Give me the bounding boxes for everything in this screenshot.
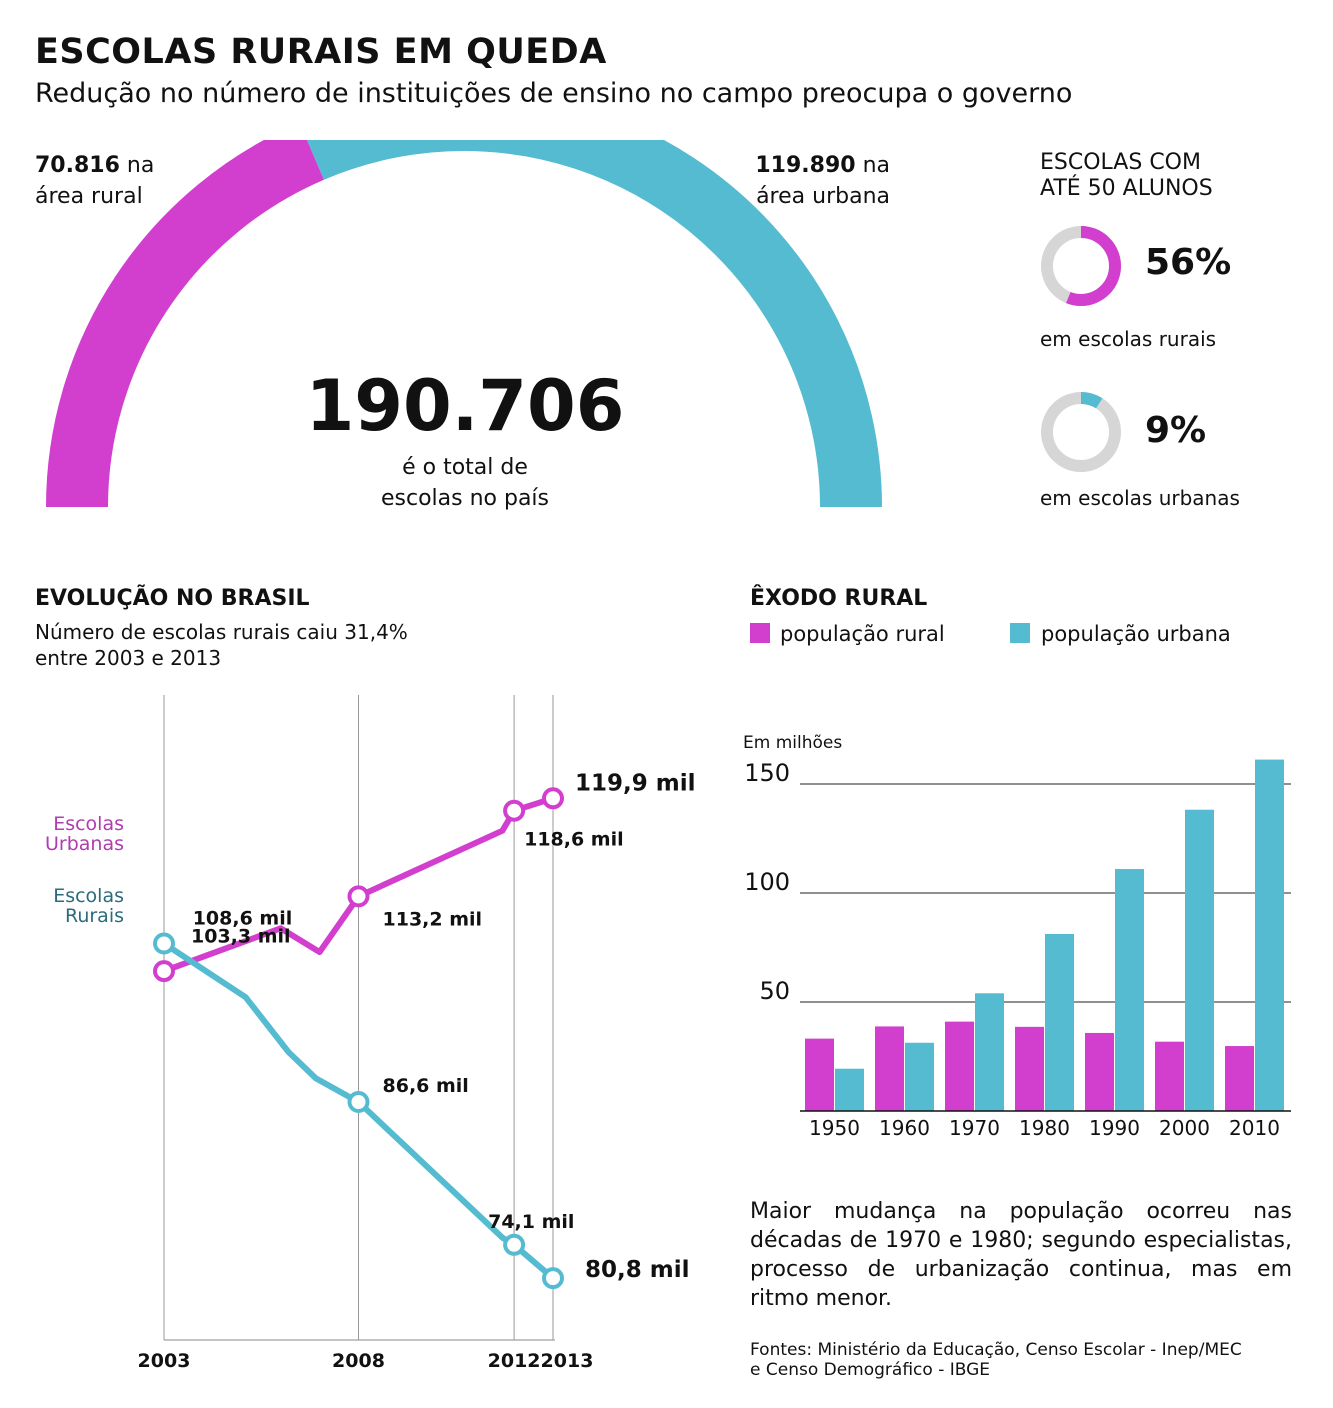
urban-series-label-2: Urbanas	[45, 833, 124, 855]
y-tick-100: 100	[744, 868, 790, 896]
legend-rural-label: população rural	[780, 622, 945, 646]
total-schools-caption: é o total de escolas no país	[330, 452, 600, 514]
urban-series-label-1: Escolas	[53, 813, 124, 835]
exodus-bar-chart: Em milhões 50 100 150 1950 1960 1970 1980 1990…	[743, 733, 1291, 1140]
evolution-labels: 108,6 mil 113,2 mil 118,6 mil 119,9 mil 103,…	[191, 770, 696, 1283]
rural-area-text: área rural	[35, 184, 143, 209]
small-schools-heading-2: ATÉ 50 ALUNOS	[1040, 176, 1213, 201]
urban-label-3: 113,2 mil	[383, 908, 483, 930]
schools-gauge	[46, 140, 882, 508]
rural-label-4: 86,6 mil	[383, 1075, 469, 1097]
x-tick-2003: 2003	[138, 1350, 191, 1372]
evolution-title: EVOLUÇÃO NO BRASIL	[35, 586, 310, 611]
urban-label-6: 119,9 mil	[575, 770, 696, 796]
rural-point-2013	[542, 1267, 564, 1290]
evolution-gridlines	[163, 695, 554, 1340]
rural-point-2008	[347, 1091, 370, 1113]
bar-rural-1990	[1085, 1032, 1114, 1111]
total-schools-value: 190.706	[305, 365, 625, 447]
x-tick-1950: 1950	[809, 1116, 860, 1140]
bar-urban-2000	[1185, 809, 1214, 1111]
rural-total-label: 70.816 na área rural	[35, 150, 154, 212]
rural-series-label-2: Rurais	[65, 905, 124, 927]
bar-rural-1970	[945, 1021, 974, 1111]
x-tick-2013: 2013	[541, 1350, 594, 1372]
total-caption-line-1: é o total de	[402, 455, 528, 480]
urban-area-text: área urbana	[756, 184, 890, 209]
bar-rural-2000	[1155, 1041, 1184, 1111]
y-tick-150: 150	[744, 759, 790, 787]
donut-rural	[1041, 226, 1121, 306]
rural-series-label-1: Escolas	[53, 885, 124, 907]
rural-total-value: 70.816	[35, 153, 120, 178]
legend-urban-label: população urbana	[1041, 622, 1231, 646]
urban-point-2003	[153, 960, 175, 983]
gauge-rural-segment	[46, 140, 325, 508]
donut-rural-caption: em escolas rurais	[1040, 327, 1217, 351]
gauge-urban-segment	[307, 140, 882, 508]
donut-urban-pct: 9%	[1145, 410, 1207, 451]
bar-rural-2010	[1225, 1046, 1254, 1111]
donut-rural-arc	[1041, 226, 1121, 306]
x-tick-2008: 2008	[332, 1350, 385, 1372]
evolution-subtitle-2: entre 2003 e 2013	[35, 646, 222, 670]
urban-total-label: 119.890 na área urbana	[690, 150, 890, 212]
bar-rural-1960	[875, 1026, 904, 1111]
bar-urban-1970	[975, 993, 1004, 1111]
urban-label-1: 108,6 mil	[193, 907, 293, 929]
small-schools-heading: ESCOLAS COM ATÉ 50 ALUNOS	[1040, 150, 1213, 202]
bar-marks	[805, 759, 1284, 1111]
rural-label-7: 80,8 mil	[585, 1257, 690, 1283]
donut-urban-track	[1041, 392, 1121, 472]
donut-urban-caption: em escolas urbanas	[1040, 486, 1240, 510]
bar-rural-1980	[1015, 1026, 1044, 1111]
urban-total-suffix: na	[862, 153, 890, 178]
donut-rural-pct: 56%	[1145, 242, 1232, 283]
x-tick-2010: 2010	[1229, 1116, 1280, 1140]
small-schools-heading-1: ESCOLAS COM	[1040, 150, 1201, 175]
x-tick-2012: 2012	[488, 1350, 541, 1372]
bar-x-ticks: 1950 1960 1970 1980 1990 2000 2010	[809, 1116, 1280, 1140]
urban-total-value: 119.890	[755, 153, 856, 178]
donut-urban	[1041, 392, 1121, 472]
rural-point-2003	[153, 932, 175, 955]
bar-rural-1950	[805, 1038, 834, 1111]
source-line-2: e Censo Demográfico - IBGE	[750, 1360, 991, 1380]
urban-point-2012	[503, 799, 526, 822]
urban-label-5: 118,6 mil	[524, 829, 624, 851]
bar-unit-label: Em milhões	[743, 733, 842, 753]
x-tick-1980: 1980	[1019, 1116, 1070, 1140]
evolution-subtitle: Número de escolas rurais caiu 31,4% entr…	[35, 619, 408, 671]
source-note: Fontes: Ministério da Educação, Censo Es…	[750, 1340, 1310, 1380]
exodus-note: Maior mudança na população ocorreu nas d…	[750, 1199, 1292, 1311]
rural-total-suffix: na	[126, 153, 155, 178]
evolution-subtitle-1: Número de escolas rurais caiu 31,4%	[35, 620, 408, 644]
rural-label-0: 103,3 mil	[191, 925, 291, 947]
page-subtitle: Redução no número de instituições de ens…	[35, 78, 1073, 109]
x-tick-2000: 2000	[1159, 1116, 1210, 1140]
bar-urban-2010	[1255, 759, 1284, 1111]
legend-rural-swatch	[750, 623, 770, 643]
evolution-line-chart: 108,6 mil 113,2 mil 118,6 mil 119,9 mil 103,…	[45, 695, 696, 1372]
rural-point-2012	[503, 1233, 526, 1256]
bar-urban-1990	[1115, 869, 1144, 1111]
x-tick-1990: 1990	[1089, 1116, 1140, 1140]
x-tick-1970: 1970	[949, 1116, 1000, 1140]
x-tick-1960: 1960	[879, 1116, 930, 1140]
rural-label-6: 74,1 mil	[488, 1211, 574, 1233]
urban-point-2013	[542, 787, 564, 810]
donut-urban-arc	[1041, 392, 1121, 472]
evolution-x-ticks: 2003 2008 2012 2013	[138, 1350, 594, 1372]
urban-point-2008	[347, 885, 370, 908]
page-title: ESCOLAS RURAIS EM QUEDA	[35, 32, 607, 72]
source-line-1: Fontes: Ministério da Educação, Censo Es…	[750, 1340, 1242, 1360]
legend-urban-swatch	[1010, 623, 1030, 643]
total-caption-line-2: escolas no país	[380, 486, 550, 511]
exodus-title: ÊXODO RURAL	[750, 586, 928, 611]
bar-urban-1980	[1045, 933, 1074, 1111]
bar-urban-1960	[905, 1042, 934, 1111]
y-tick-50: 50	[759, 977, 790, 1005]
bar-urban-1950	[835, 1068, 864, 1111]
evolution-points	[153, 787, 564, 1290]
